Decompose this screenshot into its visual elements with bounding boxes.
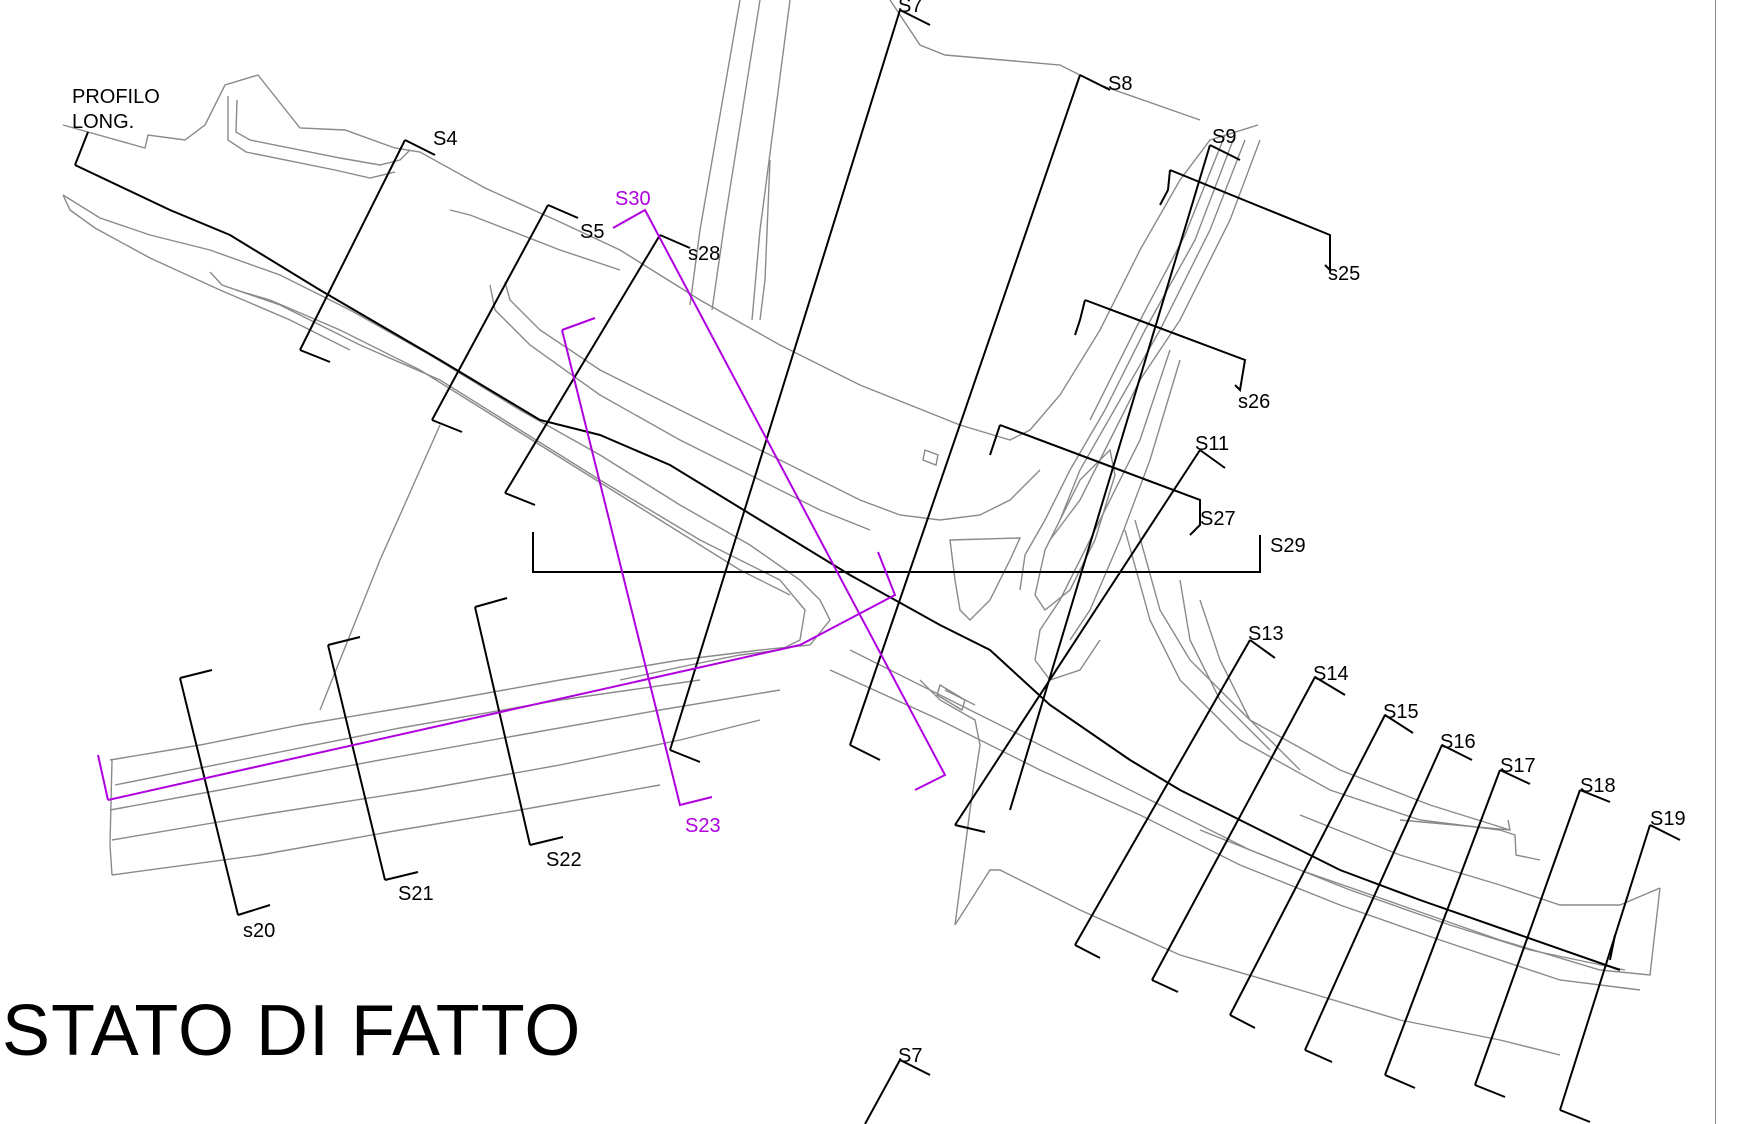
label-s25: s25 (1328, 263, 1360, 285)
label-s18: S18 (1580, 775, 1616, 797)
label-s5: S5 (580, 221, 604, 243)
label-s15: S15 (1383, 701, 1419, 723)
label-s28: s28 (688, 243, 720, 265)
highlighted-sections (97, 208, 947, 807)
label-s7-bottom: S7 (898, 1045, 922, 1067)
section-labels: S4 S5 s28 S7 S8 S9 s25 s26 S11 S27 S29 S… (72, 0, 1686, 1067)
label-s22: S22 (546, 849, 582, 871)
section-lines (74, 9, 1681, 1124)
label-s26: s26 (1238, 391, 1270, 413)
road-outlines (62, 0, 1661, 1056)
label-s7-top: S7 (898, 0, 922, 17)
label-s16: S16 (1440, 731, 1476, 753)
label-s30: S30 (615, 188, 651, 210)
profile-label-line-1: PROFILO (72, 86, 160, 108)
label-s14: S14 (1313, 663, 1349, 685)
label-s19: S19 (1650, 808, 1686, 830)
label-s13: S13 (1248, 623, 1284, 645)
label-s21: S21 (398, 883, 434, 905)
label-s9: S9 (1212, 126, 1236, 148)
label-s11: S11 (1195, 433, 1229, 455)
label-s8: S8 (1108, 73, 1132, 95)
label-s29: S29 (1270, 535, 1306, 557)
label-s20: s20 (243, 920, 275, 942)
profile-label-line-2: LONG. (72, 111, 134, 133)
page-title: STATO DI FATTO (2, 991, 582, 1071)
sheet-border-line (1715, 0, 1716, 1124)
label-s27: S27 (1200, 508, 1236, 530)
label-s23: S23 (685, 815, 721, 837)
label-s17: S17 (1500, 755, 1536, 777)
label-s4: S4 (433, 128, 457, 150)
